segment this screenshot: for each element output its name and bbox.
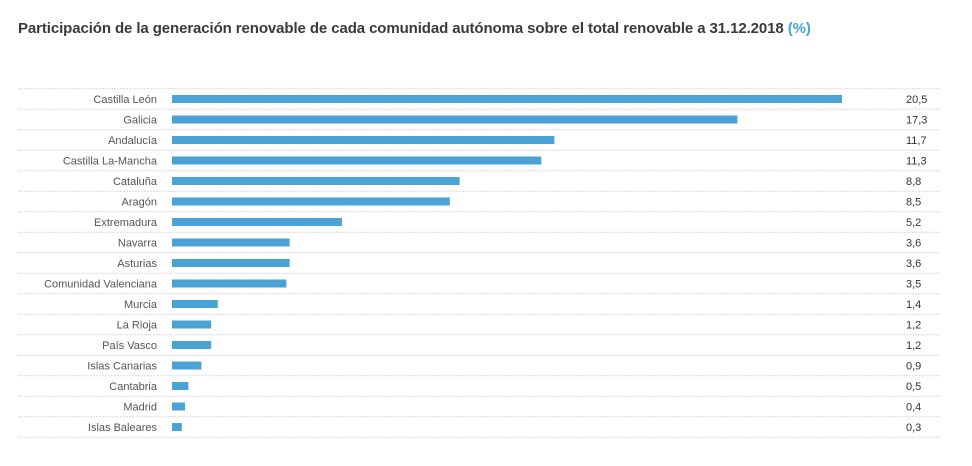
bar [172,238,290,247]
value-label: 3,5 [906,279,921,291]
bar [172,218,342,226]
category-label: Cataluña [113,176,158,188]
bar [172,320,212,329]
category-label: Castilla León [93,94,157,106]
value-label: 3,6 [906,238,921,250]
category-label: Extremadura [94,217,158,229]
bar [172,156,542,165]
bar [172,115,738,124]
bar [172,136,555,144]
category-label: Madrid [123,402,157,414]
value-label: 11,7 [906,135,927,147]
category-labels: Castilla León Galicia Andalucía Castilla La… [44,94,158,434]
category-label: Aragón [122,197,157,209]
value-label: 1,4 [906,299,921,311]
bar [172,279,287,288]
value-label: 5,2 [906,217,921,229]
category-label: Islas Baleares [88,422,158,434]
bar [172,341,212,349]
category-label: Cantabria [109,381,158,393]
chart-title-unit: (%) [787,20,811,37]
category-label: Murcia [124,299,158,311]
value-label: 8,8 [906,176,921,188]
category-label: La Rioja [117,320,158,332]
value-label: 0,3 [906,422,921,434]
bar [172,177,460,185]
value-label: 0,9 [906,361,921,373]
category-label: Castilla La-Mancha [63,156,158,168]
bar [172,402,186,411]
bar [172,95,842,103]
category-label: Asturias [117,258,157,270]
category-label: Andalucía [108,135,158,147]
value-label: 0,4 [906,402,921,414]
value-label: 11,3 [906,156,927,168]
category-label: Navarra [118,238,158,250]
category-label: Galicia [123,115,158,127]
chart-title: Participación de la generación renovable… [18,20,811,37]
chart-title-text: Participación de la generación renovable… [18,20,784,37]
value-label: 20,5 [906,94,927,106]
grid-lines [18,88,940,438]
value-label: 3,6 [906,258,921,270]
value-label: 1,2 [906,320,921,332]
value-label: 8,5 [906,197,921,209]
value-label: 0,5 [906,381,921,393]
value-label: 17,3 [906,115,927,127]
bar [172,259,290,267]
category-label: País Vasco [102,340,157,352]
value-labels: 20,5 17,3 11,7 11,3 8,8 8,5 5,2 3,6 3,6 3,5 1,4 1,2… [906,94,927,434]
bar [172,197,450,206]
bar [172,382,189,390]
category-label: Comunidad Valenciana [44,279,158,291]
bar [172,300,218,308]
value-label: 1,2 [906,340,921,352]
bar [172,423,182,431]
category-label: Islas Canarias [87,361,157,373]
bar [172,361,202,370]
bars [172,95,842,431]
